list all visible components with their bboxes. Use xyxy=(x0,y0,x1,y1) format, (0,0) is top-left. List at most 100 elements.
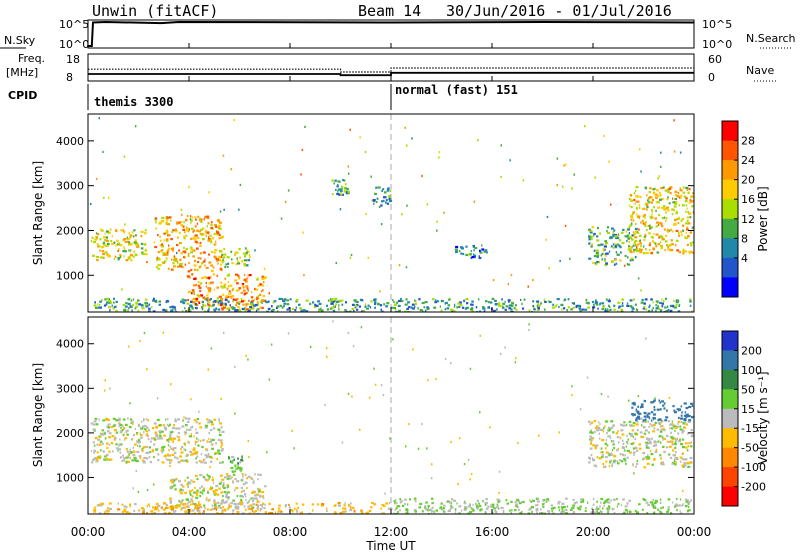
scatter-cell xyxy=(636,410,640,413)
scatter-cell xyxy=(121,459,124,463)
scatter-cell xyxy=(410,306,413,309)
scatter-cell xyxy=(659,408,662,411)
scatter-cell xyxy=(622,439,624,442)
scatter-cell xyxy=(312,509,314,512)
scatter-cell xyxy=(173,479,176,482)
scatter-cell xyxy=(579,505,582,508)
scatter-cell xyxy=(605,460,608,463)
power-colorbar-swatch xyxy=(722,140,738,161)
scatter-cell xyxy=(246,287,249,290)
scatter-cell xyxy=(643,432,646,435)
scatter-cell xyxy=(198,512,201,514)
scatter-cell xyxy=(598,437,601,440)
scatter-cell xyxy=(167,223,171,226)
scatter-cell xyxy=(188,482,192,485)
scatter-cell xyxy=(94,417,98,420)
scatter-cell xyxy=(188,230,190,233)
scatter-cell xyxy=(397,511,399,514)
scatter-cell xyxy=(382,188,385,191)
scatter-cell xyxy=(444,358,447,361)
scatter-cell xyxy=(596,500,598,503)
scatter-cell xyxy=(103,304,107,307)
scatter-cell xyxy=(195,431,197,434)
scatter-cell xyxy=(213,501,216,504)
scatter-cell xyxy=(199,487,201,490)
scatter-cell xyxy=(684,505,688,508)
scatter-cell xyxy=(241,473,244,476)
scatter-cell xyxy=(223,208,225,211)
scatter-cell xyxy=(654,501,656,504)
scatter-cell xyxy=(213,300,217,303)
scatter-cell xyxy=(180,508,183,511)
scatter-cell xyxy=(252,303,254,306)
scatter-cell xyxy=(382,394,385,397)
scatter-cell xyxy=(547,510,551,513)
scatter-cell xyxy=(109,387,111,390)
scatter-cell xyxy=(630,206,633,209)
scatter-cell xyxy=(616,460,618,463)
scatter-cell xyxy=(497,302,501,305)
scatter-cell xyxy=(105,230,109,233)
scatter-cell xyxy=(635,189,637,193)
scatter-cell xyxy=(692,211,694,214)
scatter-cell xyxy=(604,309,606,312)
scatter-cell xyxy=(692,251,694,254)
scatter-cell xyxy=(645,501,649,504)
scatter-cell xyxy=(166,219,169,222)
scatter-cell xyxy=(192,502,194,505)
scatter-cell xyxy=(213,255,217,258)
scatter-cell xyxy=(190,426,194,429)
scatter-cell xyxy=(251,506,255,509)
scatter-cell xyxy=(671,462,674,465)
scatter-cell xyxy=(215,485,219,488)
scatter-cell xyxy=(205,456,208,459)
scatter-cell xyxy=(126,240,130,243)
scatter-cell xyxy=(159,235,161,238)
scatter-cell xyxy=(179,492,183,495)
scatter-cell xyxy=(150,440,152,443)
scatter-cell xyxy=(630,222,633,225)
scatter-cell xyxy=(643,306,646,309)
scatter-cell xyxy=(220,491,224,494)
scatter-cell xyxy=(225,296,229,299)
scatter-cell xyxy=(643,245,645,248)
scatter-cell xyxy=(182,250,185,253)
scatter-cell xyxy=(677,416,680,419)
scatter-cell xyxy=(154,245,158,249)
scatter-cell xyxy=(180,451,184,454)
scatter-cell xyxy=(217,438,220,441)
scatter-cell xyxy=(248,456,250,459)
scatter-cell xyxy=(237,289,240,292)
scatter-cell xyxy=(223,486,226,489)
scatter-cell xyxy=(605,262,608,265)
scatter-cell xyxy=(100,229,104,232)
scatter-cell xyxy=(442,507,446,510)
scatter-cell xyxy=(618,239,622,242)
scatter-cell xyxy=(616,253,620,256)
scatter-cell xyxy=(612,431,615,434)
scatter-cell xyxy=(247,475,251,478)
scatter-cell xyxy=(326,355,328,358)
scatter-cell xyxy=(294,507,296,510)
scatter-cell xyxy=(376,197,379,200)
scatter-cell xyxy=(605,447,607,450)
scatter-cell xyxy=(674,503,678,506)
scatter-cell xyxy=(611,463,613,466)
scatter-cell xyxy=(678,440,681,443)
scatter-cell xyxy=(338,305,340,308)
scatter-cell xyxy=(209,234,212,237)
scatter-cell xyxy=(208,498,211,501)
scatter-cell xyxy=(603,465,607,468)
scatter-cell xyxy=(669,423,673,426)
scatter-cell xyxy=(571,187,573,190)
scatter-cell xyxy=(620,308,623,311)
scatter-cell xyxy=(193,435,195,438)
scatter-cell xyxy=(217,308,221,311)
scatter-cell xyxy=(633,453,635,456)
scatter-cell xyxy=(463,506,467,509)
scatter-cell xyxy=(598,421,600,424)
scatter-cell xyxy=(211,237,215,240)
scatter-cell xyxy=(443,211,445,214)
scatter-cell xyxy=(311,503,314,506)
scatter-cell xyxy=(199,282,203,285)
